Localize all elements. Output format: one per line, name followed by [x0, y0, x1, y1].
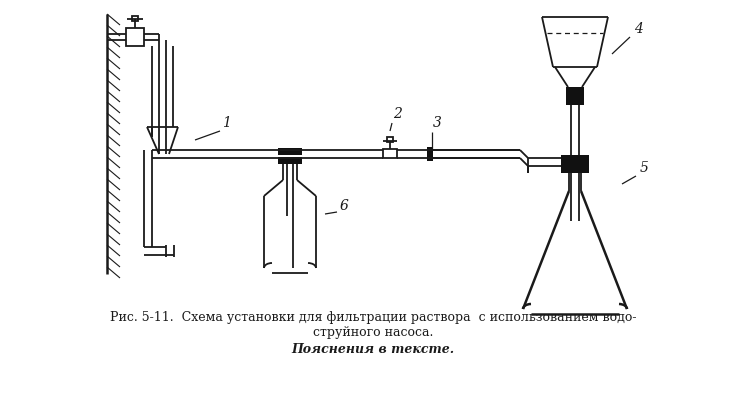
Text: 2: 2 [393, 107, 402, 121]
Bar [427, 148, 433, 162]
Bar [387, 138, 393, 143]
Text: 3: 3 [433, 116, 442, 130]
Bar [126, 29, 144, 47]
Bar [566, 88, 584, 106]
Bar [278, 158, 302, 164]
Text: Пояснения в тексте.: Пояснения в тексте. [291, 342, 455, 356]
Text: 6: 6 [340, 198, 349, 213]
Text: 5: 5 [640, 160, 649, 174]
Text: Рис. 5-11.  Схема установки для фильтрации раствора  с использованием водо-: Рис. 5-11. Схема установки для фильтраци… [110, 311, 636, 324]
Bar [561, 156, 589, 174]
Bar [132, 17, 138, 22]
Text: струйного насоса.: струйного насоса. [313, 326, 433, 339]
Bar [383, 150, 397, 159]
Text: 4: 4 [634, 22, 643, 36]
Text: 1: 1 [222, 116, 231, 130]
Bar [278, 149, 302, 156]
